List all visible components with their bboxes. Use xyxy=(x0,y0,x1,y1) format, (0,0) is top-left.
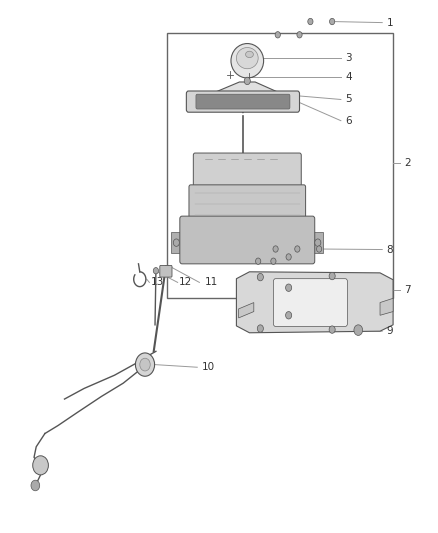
Ellipse shape xyxy=(237,47,258,69)
Polygon shape xyxy=(237,272,393,333)
Text: 9: 9 xyxy=(387,326,393,336)
Circle shape xyxy=(354,325,363,335)
Text: 1: 1 xyxy=(387,18,393,28)
Text: 12: 12 xyxy=(179,277,192,287)
Polygon shape xyxy=(380,298,393,316)
Ellipse shape xyxy=(246,51,253,58)
Circle shape xyxy=(329,272,335,280)
Bar xyxy=(171,232,182,253)
Circle shape xyxy=(317,246,322,252)
Circle shape xyxy=(329,326,335,333)
Circle shape xyxy=(315,239,321,246)
FancyBboxPatch shape xyxy=(273,279,347,326)
Ellipse shape xyxy=(231,44,264,78)
Text: 10: 10 xyxy=(201,362,215,372)
Bar xyxy=(313,232,323,253)
Circle shape xyxy=(286,312,292,319)
Text: 2: 2 xyxy=(404,158,410,168)
Text: 5: 5 xyxy=(345,94,352,104)
Circle shape xyxy=(329,18,335,25)
Text: 4: 4 xyxy=(345,71,352,82)
Circle shape xyxy=(297,31,302,38)
Text: 6: 6 xyxy=(345,116,352,126)
Circle shape xyxy=(275,31,280,38)
FancyBboxPatch shape xyxy=(160,265,172,277)
Circle shape xyxy=(273,246,278,252)
Text: 8: 8 xyxy=(387,245,393,255)
Circle shape xyxy=(31,480,40,491)
Circle shape xyxy=(153,268,159,274)
Text: 7: 7 xyxy=(404,285,410,295)
Polygon shape xyxy=(239,303,254,318)
Circle shape xyxy=(257,273,263,281)
FancyBboxPatch shape xyxy=(186,91,300,112)
FancyBboxPatch shape xyxy=(196,94,290,109)
Circle shape xyxy=(257,325,263,332)
Circle shape xyxy=(255,258,261,264)
FancyBboxPatch shape xyxy=(180,216,315,264)
Circle shape xyxy=(33,456,48,475)
Circle shape xyxy=(286,284,292,292)
FancyBboxPatch shape xyxy=(193,153,301,192)
Polygon shape xyxy=(201,82,291,98)
Bar xyxy=(167,33,393,298)
Circle shape xyxy=(173,239,180,246)
Text: 3: 3 xyxy=(345,53,352,63)
Circle shape xyxy=(135,353,155,376)
Circle shape xyxy=(271,258,276,264)
Circle shape xyxy=(140,358,150,371)
Circle shape xyxy=(244,77,251,85)
Circle shape xyxy=(308,18,313,25)
Circle shape xyxy=(286,254,291,260)
FancyBboxPatch shape xyxy=(189,185,306,223)
Text: 13: 13 xyxy=(151,277,164,287)
Circle shape xyxy=(295,246,300,252)
Text: 11: 11 xyxy=(205,277,218,287)
